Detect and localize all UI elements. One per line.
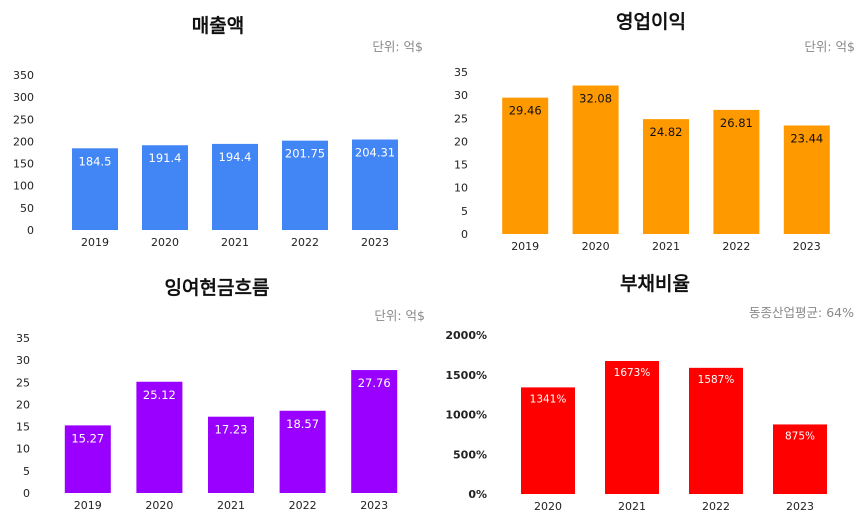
revenue-x-tick: 2020: [151, 236, 179, 249]
operating-profit-y-tick: 20: [454, 135, 468, 148]
revenue-bar: [212, 143, 258, 230]
operating-profit-data-label: 26.81: [720, 116, 753, 130]
free-cash-flow-x-tick: 2020: [145, 499, 173, 512]
revenue-x-tick: 2019: [81, 236, 109, 249]
debt-ratio-unit-note: 동종산업평균: 64%: [749, 305, 854, 320]
debt-ratio-bar: [521, 387, 575, 494]
operating-profit-data-label: 23.44: [790, 132, 823, 146]
debt-ratio-bar: [773, 424, 827, 494]
free-cash-flow-data-label: 15.27: [71, 431, 104, 445]
revenue-data-label: 191.4: [149, 151, 182, 165]
operating-profit-y-tick: 25: [454, 112, 468, 125]
revenue-x-tick: 2021: [221, 236, 249, 249]
free-cash-flow-bar: [279, 410, 326, 493]
free-cash-flow-data-label: 27.76: [358, 376, 391, 390]
revenue-y-tick: 150: [13, 158, 34, 171]
free-cash-flow-unit-note: 단위: 억$: [374, 308, 425, 323]
revenue-data-label: 194.4: [219, 150, 252, 164]
revenue-y-tick: 0: [27, 224, 34, 237]
operating-profit-x-tick: 2021: [652, 240, 680, 253]
debt-ratio-data-label: 1587%: [698, 374, 735, 386]
revenue-y-tick: 250: [13, 113, 34, 126]
revenue-y-tick: 200: [13, 135, 34, 148]
free-cash-flow-bar: [208, 416, 254, 493]
revenue-bar: [142, 145, 188, 230]
debt-ratio-x-tick: 2020: [534, 500, 562, 513]
operating-profit-y-tick: 15: [454, 159, 468, 172]
operating-profit-bar: [643, 119, 689, 234]
debt-ratio-title: 부채비율: [620, 273, 690, 295]
revenue-data-label: 184.5: [79, 154, 112, 168]
revenue-title: 매출액: [192, 15, 244, 37]
free-cash-flow-data-label: 18.57: [286, 417, 319, 431]
operating-profit-bar: [783, 125, 830, 234]
free-cash-flow-x-tick: 2019: [74, 499, 102, 512]
debt-ratio-y-tick: 0%: [468, 488, 487, 501]
free-cash-flow-x-tick: 2021: [217, 499, 245, 512]
free-cash-flow-y-tick: 10: [16, 443, 30, 456]
revenue-y-tick: 50: [20, 202, 34, 215]
operating-profit-y-tick: 5: [461, 205, 468, 218]
free-cash-flow-title: 잉여현금흐름: [165, 277, 270, 299]
revenue-x-tick: 2022: [291, 236, 319, 249]
operating-profit-data-label: 32.08: [579, 92, 612, 106]
debt-ratio-x-tick: 2021: [618, 500, 646, 513]
operating-profit-y-tick: 0: [461, 228, 468, 241]
operating-profit-bar: [572, 85, 619, 234]
free-cash-flow-x-tick: 2022: [289, 499, 317, 512]
operating-profit-x-tick: 2020: [582, 240, 610, 253]
revenue-data-label: 204.31: [355, 146, 395, 160]
revenue-bar: [72, 148, 118, 230]
free-cash-flow-y-tick: 35: [16, 332, 30, 345]
operating-profit-y-tick: 10: [454, 182, 468, 195]
operating-profit-x-tick: 2019: [511, 240, 539, 253]
revenue-bar: [352, 139, 398, 230]
free-cash-flow-bar: [64, 425, 111, 493]
debt-ratio-data-label: 1673%: [614, 367, 651, 379]
debt-ratio-y-tick: 2000%: [445, 329, 487, 342]
operating-profit-data-label: 24.82: [650, 125, 683, 139]
revenue-x-tick: 2023: [361, 236, 389, 249]
debt-ratio-bar: [605, 360, 659, 494]
debt-ratio-y-tick: 1500%: [445, 369, 487, 382]
debt-ratio-x-tick: 2023: [786, 500, 814, 513]
revenue-y-tick: 350: [13, 69, 34, 82]
debt-ratio-y-tick: 1000%: [445, 409, 487, 422]
debt-ratio-data-label: 1341%: [530, 393, 567, 405]
revenue-bar: [282, 140, 328, 230]
free-cash-flow-y-tick: 5: [23, 465, 30, 478]
operating-profit-title: 영업이익: [616, 11, 686, 33]
operating-profit-unit-note: 단위: 억$: [804, 39, 855, 54]
free-cash-flow-bar: [351, 370, 398, 493]
operating-profit-x-tick: 2022: [722, 240, 750, 253]
free-cash-flow-x-tick: 2023: [360, 499, 388, 512]
revenue-unit-note: 단위: 억$: [372, 39, 423, 54]
free-cash-flow-y-tick: 15: [16, 421, 30, 434]
debt-ratio-data-label: 875%: [785, 430, 815, 442]
revenue-y-tick: 100: [13, 180, 34, 193]
revenue-data-label: 201.75: [285, 147, 325, 161]
free-cash-flow-y-tick: 25: [16, 376, 30, 389]
operating-profit-bar: [713, 109, 760, 234]
free-cash-flow-y-tick: 20: [16, 398, 30, 411]
debt-ratio-x-tick: 2022: [702, 500, 730, 513]
operating-profit-x-tick: 2023: [793, 240, 821, 253]
operating-profit-y-tick: 30: [454, 89, 468, 102]
debt-ratio-y-tick: 500%: [453, 448, 487, 461]
revenue-y-tick: 300: [13, 91, 34, 104]
free-cash-flow-y-tick: 0: [23, 487, 30, 500]
free-cash-flow-bar: [136, 381, 183, 493]
operating-profit-y-tick: 35: [454, 66, 468, 79]
free-cash-flow-data-label: 25.12: [143, 388, 176, 402]
operating-profit-bar: [502, 97, 549, 234]
free-cash-flow-y-tick: 30: [16, 354, 30, 367]
operating-profit-data-label: 29.46: [509, 104, 542, 118]
debt-ratio-bar: [689, 367, 743, 494]
free-cash-flow-data-label: 17.23: [215, 423, 248, 437]
